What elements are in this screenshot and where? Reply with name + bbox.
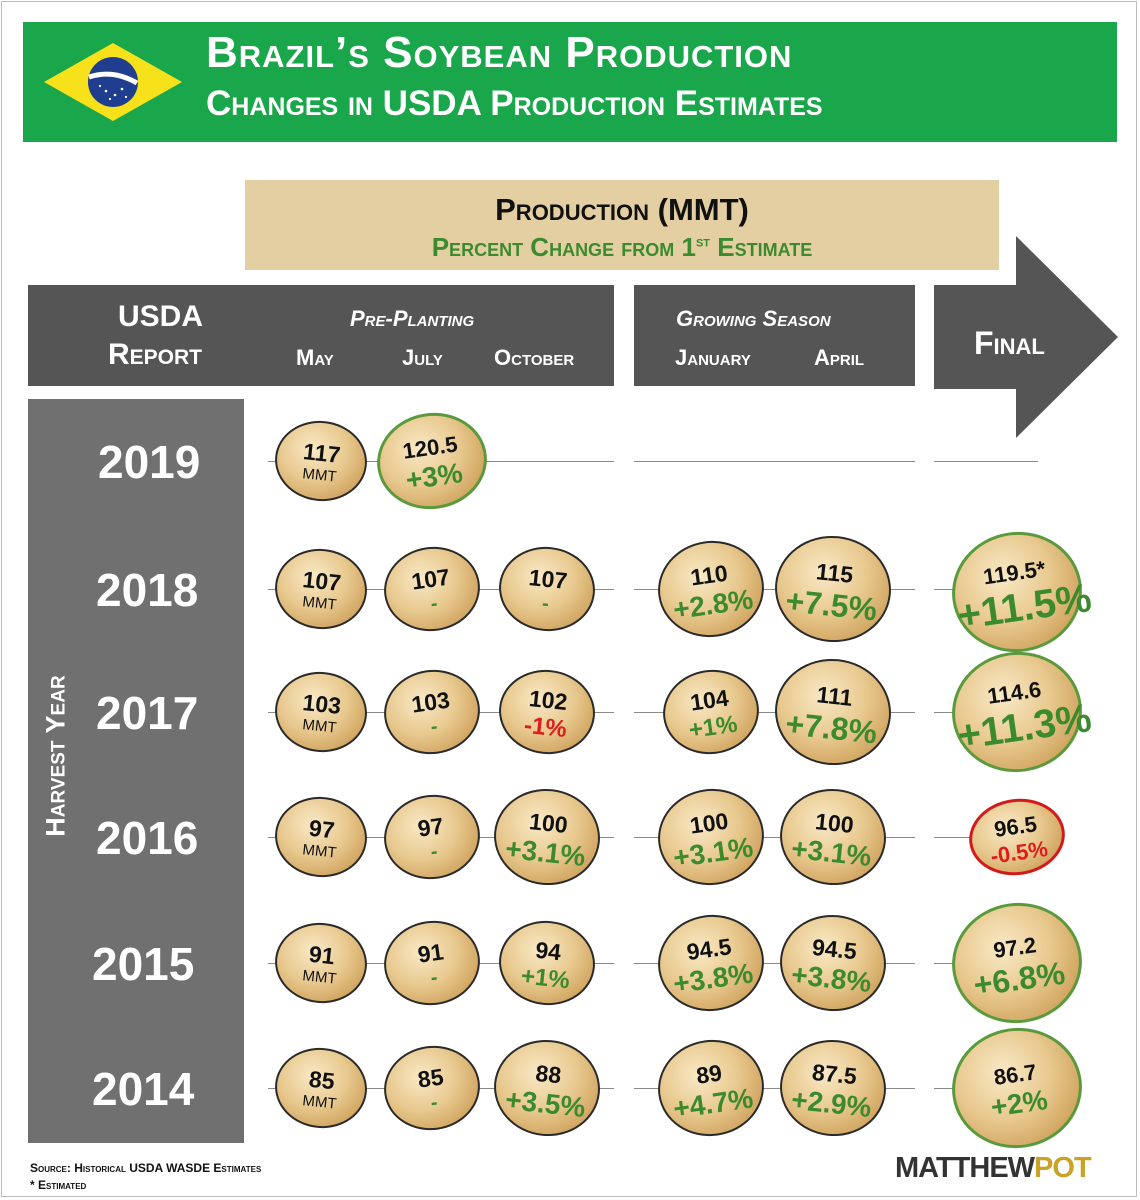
harvest-year-label: Harvest Year	[40, 675, 71, 837]
title-banner	[23, 22, 1117, 142]
row-connector-line	[634, 963, 915, 964]
row-connector-line	[934, 461, 1038, 462]
brand-logo: MATTHEWPOT	[895, 1152, 1092, 1184]
month-july: July	[402, 345, 443, 370]
harvest-year-panel	[28, 399, 244, 1143]
row-connector-line	[634, 1088, 915, 1089]
usda-label-line2: Report	[108, 338, 203, 371]
page-title: Brazil’s Soybean Production	[206, 28, 793, 77]
legend-percent-label: Percent Change from 1st Estimate	[431, 232, 813, 262]
group-pre-planting: Pre-Planting	[350, 306, 475, 331]
source-note: Source: Historical USDA WASDE Estimates	[30, 1161, 262, 1175]
brazil-flag-icon	[40, 39, 186, 125]
group-final: Final	[974, 325, 1045, 361]
harvest-year-2015: 2015	[92, 938, 195, 990]
final-arrow-icon	[934, 236, 1118, 438]
header-bar-growing-season	[634, 285, 915, 386]
harvest-year-2019: 2019	[98, 436, 201, 488]
group-growing-season: Growing Season	[676, 306, 831, 331]
row-connector-line	[634, 461, 915, 462]
harvest-year-2016: 2016	[96, 812, 199, 864]
page-subtitle: Changes in USDA Production Estimates	[206, 84, 823, 123]
usda-label-line1: USDA	[118, 300, 204, 333]
month-may: May	[296, 345, 334, 370]
harvest-year-2017: 2017	[96, 687, 199, 739]
row-connector-line	[634, 837, 915, 838]
legend-production-label: Production (MMT)	[495, 192, 749, 227]
month-april: April	[814, 345, 865, 370]
harvest-year-2018: 2018	[96, 564, 199, 616]
estimated-note: * Estimated	[30, 1178, 87, 1192]
month-october: October	[494, 345, 575, 370]
legend-banner: Production (MMT) Percent Change from 1st…	[245, 180, 999, 270]
harvest-year-2014: 2014	[92, 1063, 195, 1115]
month-january: January	[675, 345, 751, 370]
header-bar-pre-planting	[28, 285, 614, 386]
